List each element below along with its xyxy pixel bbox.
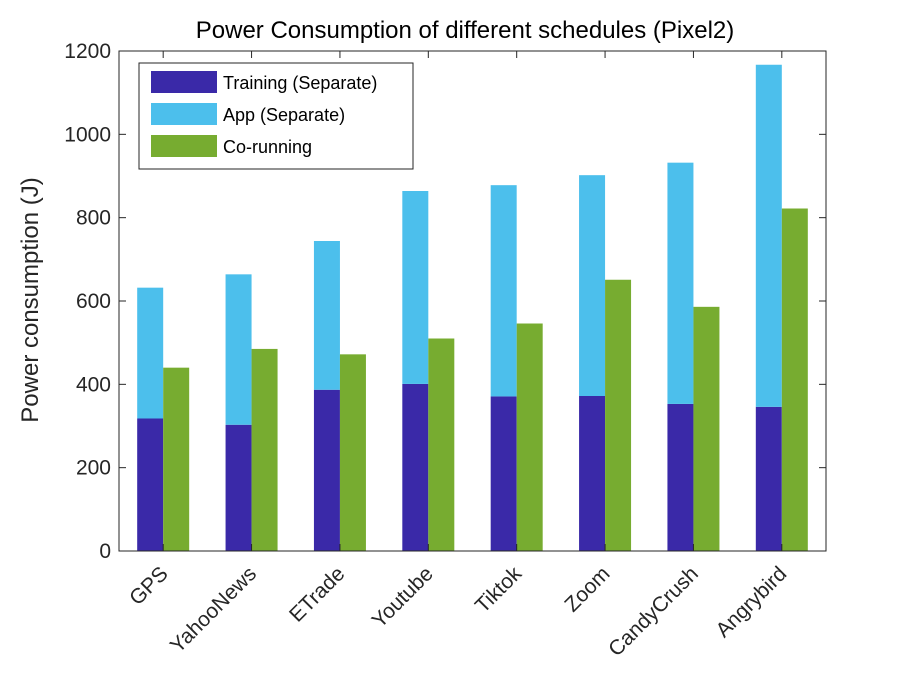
bar-co-running-zoom	[605, 279, 632, 551]
bar-co-running-tiktok	[516, 323, 543, 551]
bar-training-separate-zoom	[579, 396, 606, 551]
legend-label: Co-running	[223, 137, 312, 157]
legend-label: App (Separate)	[223, 105, 345, 125]
y-tick-label: 1000	[64, 123, 111, 146]
bar-app-separate-candycrush	[667, 162, 694, 404]
bar-app-separate-youtube	[402, 191, 429, 384]
bar-app-separate-tiktok	[490, 185, 517, 397]
chart-title: Power Consumption of different schedules…	[196, 17, 735, 44]
bar-training-separate-angrybird	[755, 406, 782, 551]
bar-training-separate-tiktok	[490, 396, 517, 551]
bar-training-separate-candycrush	[667, 403, 694, 551]
bar-co-running-yahoonews	[251, 348, 278, 551]
legend-swatch	[151, 135, 217, 157]
legend-swatch	[151, 71, 217, 93]
bars-group	[137, 64, 808, 551]
bar-co-running-youtube	[428, 338, 455, 551]
bar-app-separate-yahoonews	[225, 274, 252, 425]
bar-app-separate-etrade	[313, 241, 340, 390]
bar-training-separate-gps	[137, 418, 164, 551]
bar-app-separate-angrybird	[755, 64, 782, 407]
y-tick-label: 400	[76, 373, 111, 396]
bar-co-running-candycrush	[693, 306, 720, 551]
legend: Training (Separate) App (Separate) Co-runn…	[138, 62, 414, 170]
y-tick-label: 600	[76, 290, 111, 313]
y-tick-label: 1200	[64, 40, 111, 63]
bar-co-running-etrade	[339, 354, 366, 551]
bar-co-running-angrybird	[781, 208, 808, 551]
legend-swatch	[151, 103, 217, 125]
bar-training-separate-etrade	[313, 389, 340, 551]
y-tick-label: 200	[76, 457, 111, 480]
legend-label: Training (Separate)	[223, 73, 377, 93]
bar-app-separate-zoom	[579, 175, 606, 396]
bar-co-running-gps	[163, 367, 190, 551]
y-axis-label: Power consumption (J)	[17, 177, 44, 422]
bar-training-separate-yahoonews	[225, 424, 252, 551]
bar-training-separate-youtube	[402, 383, 429, 551]
y-tick-label: 0	[99, 540, 111, 563]
y-tick-label: 800	[76, 207, 111, 230]
bar-app-separate-gps	[137, 287, 164, 419]
